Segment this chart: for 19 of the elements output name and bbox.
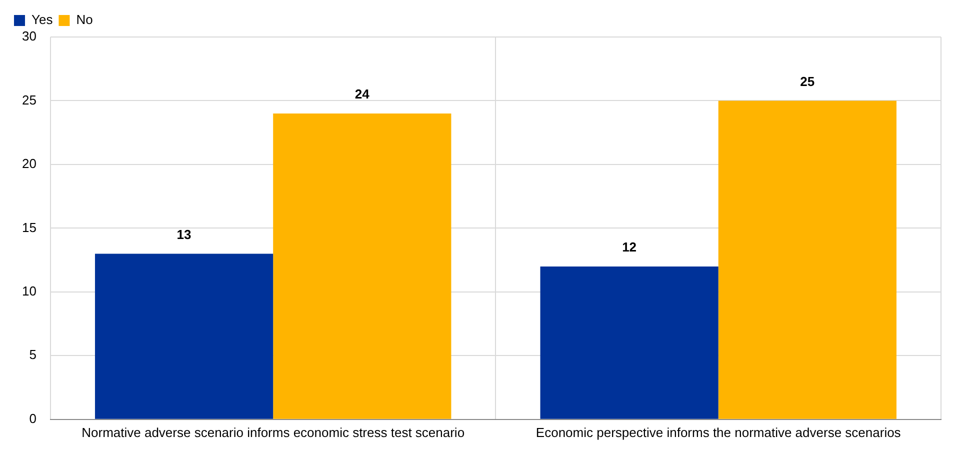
legend-label: Yes bbox=[32, 12, 54, 28]
y-tick-label: 30 bbox=[22, 28, 36, 44]
y-tick-label: 5 bbox=[29, 347, 36, 362]
legend-label: No bbox=[76, 12, 93, 28]
data-label: 25 bbox=[800, 74, 815, 89]
y-tick-label: 0 bbox=[29, 410, 36, 426]
bar bbox=[273, 113, 452, 419]
data-label: 12 bbox=[622, 240, 637, 255]
x-tick-label: Economic perspective informs the normative adverse scenarios bbox=[536, 424, 902, 440]
y-tick-label: 25 bbox=[22, 92, 36, 108]
bar bbox=[718, 100, 896, 419]
y-tick-label: 15 bbox=[22, 220, 36, 235]
y-tick-label: 10 bbox=[22, 284, 36, 299]
bar bbox=[540, 266, 718, 419]
bar bbox=[94, 254, 274, 419]
y-tick-label: 20 bbox=[22, 156, 36, 172]
data-label: 13 bbox=[176, 226, 192, 242]
data-label: 24 bbox=[354, 86, 370, 102]
x-tick-label: Normative adverse scenario informs economic stress test scenario bbox=[82, 424, 465, 440]
